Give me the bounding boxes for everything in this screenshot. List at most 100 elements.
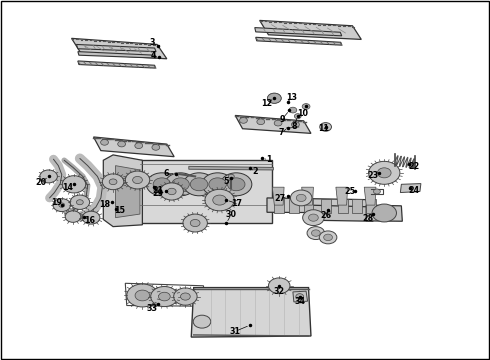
Text: 31: 31 [230, 327, 241, 336]
Circle shape [268, 93, 281, 103]
Circle shape [190, 178, 208, 191]
Text: 25: 25 [344, 187, 355, 196]
Circle shape [368, 161, 400, 184]
Text: 32: 32 [273, 287, 285, 296]
Circle shape [240, 117, 247, 123]
Polygon shape [336, 187, 347, 205]
Circle shape [209, 178, 226, 191]
Circle shape [377, 168, 391, 178]
Text: 1: 1 [266, 155, 271, 164]
Circle shape [109, 179, 117, 185]
Polygon shape [260, 21, 361, 40]
Polygon shape [140, 160, 272, 223]
Bar [289, 199, 299, 213]
Polygon shape [293, 291, 308, 302]
Polygon shape [302, 187, 314, 205]
Circle shape [127, 284, 158, 307]
Circle shape [289, 107, 297, 113]
Circle shape [319, 231, 337, 244]
Polygon shape [366, 205, 402, 221]
Circle shape [324, 234, 332, 240]
Polygon shape [267, 198, 372, 213]
Circle shape [292, 122, 299, 127]
Circle shape [213, 195, 226, 205]
Text: 10: 10 [297, 109, 308, 118]
Polygon shape [255, 28, 342, 36]
Circle shape [296, 194, 306, 202]
Circle shape [147, 173, 177, 196]
Text: 7: 7 [279, 128, 284, 137]
Text: 18: 18 [98, 199, 110, 208]
Text: 13: 13 [286, 93, 297, 102]
Text: 20: 20 [35, 178, 47, 187]
Text: 8: 8 [291, 122, 296, 131]
Circle shape [193, 315, 211, 328]
Circle shape [303, 210, 324, 226]
Text: 3: 3 [149, 38, 155, 47]
Circle shape [227, 178, 245, 191]
Text: 28: 28 [363, 213, 374, 222]
Circle shape [135, 143, 143, 149]
Bar [338, 199, 347, 213]
Circle shape [153, 178, 171, 191]
Polygon shape [76, 44, 156, 51]
Circle shape [183, 214, 207, 232]
Circle shape [40, 170, 57, 183]
Circle shape [125, 171, 150, 189]
Bar [321, 199, 331, 213]
Text: 14: 14 [63, 183, 74, 192]
Circle shape [152, 144, 160, 150]
Circle shape [307, 226, 325, 239]
Circle shape [296, 294, 304, 300]
Text: 34: 34 [294, 297, 305, 306]
Circle shape [269, 278, 290, 294]
Text: 12: 12 [261, 99, 272, 108]
Text: 30: 30 [226, 210, 237, 219]
Text: 2: 2 [252, 167, 258, 176]
Text: 9: 9 [279, 114, 285, 123]
Circle shape [167, 188, 176, 195]
Circle shape [62, 176, 86, 193]
Polygon shape [103, 155, 143, 226]
Circle shape [82, 211, 100, 224]
Circle shape [172, 178, 189, 191]
Circle shape [76, 200, 83, 205]
Circle shape [165, 173, 196, 196]
Circle shape [302, 104, 310, 109]
Polygon shape [235, 116, 311, 134]
Circle shape [312, 230, 320, 236]
Circle shape [274, 120, 282, 126]
Text: 33: 33 [147, 304, 158, 313]
Circle shape [291, 190, 312, 206]
Text: 19: 19 [51, 198, 62, 207]
Polygon shape [78, 61, 156, 68]
Bar [274, 199, 284, 213]
Circle shape [220, 173, 252, 196]
Text: 24: 24 [408, 186, 419, 195]
Circle shape [205, 189, 234, 211]
Circle shape [53, 199, 71, 212]
Circle shape [183, 173, 215, 196]
Circle shape [173, 288, 197, 305]
Circle shape [151, 287, 178, 307]
Polygon shape [191, 288, 311, 337]
Circle shape [180, 293, 190, 300]
Polygon shape [256, 37, 342, 45]
Text: 29: 29 [152, 189, 164, 198]
Circle shape [59, 203, 65, 207]
Bar [304, 199, 314, 213]
Polygon shape [308, 205, 373, 221]
Text: 26: 26 [320, 211, 331, 220]
Text: 16: 16 [84, 216, 95, 225]
Text: 15: 15 [115, 206, 125, 215]
Polygon shape [189, 166, 273, 170]
Circle shape [228, 174, 234, 179]
Text: 22: 22 [408, 162, 419, 171]
Text: 6: 6 [163, 170, 169, 179]
Text: 23: 23 [368, 171, 379, 180]
Bar [366, 199, 376, 213]
Text: 4: 4 [151, 51, 156, 60]
Circle shape [320, 123, 331, 131]
Polygon shape [400, 184, 421, 193]
Polygon shape [94, 137, 174, 157]
